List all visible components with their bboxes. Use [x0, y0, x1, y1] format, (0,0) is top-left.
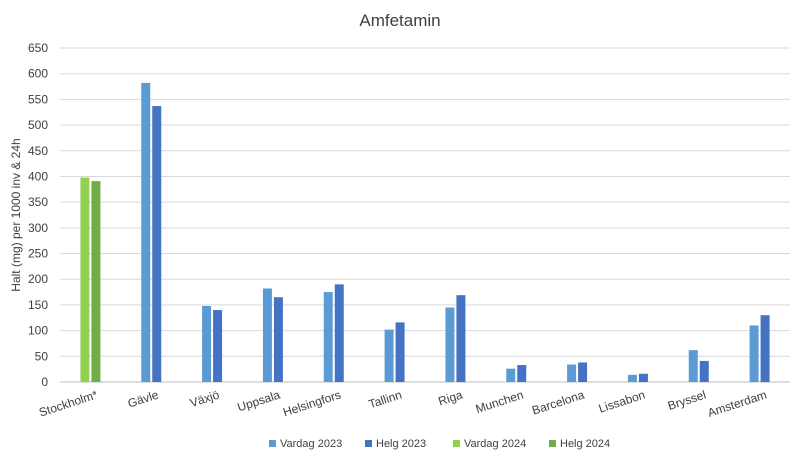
x-tick-label: Tallinn [367, 388, 404, 412]
bar [749, 325, 759, 382]
gridlines [60, 47, 790, 383]
x-tick-label: Barcelona [530, 387, 586, 417]
bar [627, 374, 637, 382]
x-tick-label: Bryssel [666, 388, 708, 413]
bar [688, 350, 698, 382]
legend-label: Vardag 2023 [280, 438, 342, 450]
y-tick-label: 400 [28, 169, 48, 183]
y-axis-ticks: 0 50 100 150 200 250 300 350 400 450 500 550 600 650 [28, 41, 48, 389]
x-tick-label: Uppsala [236, 387, 283, 414]
y-tick-label: 500 [28, 118, 48, 132]
bar [384, 329, 394, 382]
bars [80, 82, 770, 383]
legend-item: Helg 2023 [365, 438, 426, 450]
x-tick-label: Helsingfors [281, 388, 342, 420]
legend-item: Helg 2024 [549, 438, 610, 450]
y-tick-label: 550 [28, 92, 48, 106]
y-tick-label: 150 [28, 298, 48, 312]
bar [517, 365, 527, 382]
legend: Vardag 2023 Helg 2023 Vardag 2024 Helg 2024 [269, 438, 610, 450]
bar [638, 373, 648, 382]
bar [334, 284, 344, 382]
legend-label: Vardag 2024 [464, 438, 526, 450]
x-axis-ticks: Stockholm* Gävle Växjö Uppsala Helsingfors Ta… [37, 387, 768, 419]
y-tick-label: 250 [28, 247, 48, 261]
y-tick-label: 600 [28, 67, 48, 81]
bar [323, 292, 333, 382]
bar [80, 177, 90, 382]
x-tick-label: Amsterdam [706, 388, 769, 420]
bar [567, 364, 577, 382]
bar [760, 315, 770, 382]
y-tick-label: 200 [28, 272, 48, 286]
x-tick-label: Gävle [126, 387, 160, 410]
legend-swatch [549, 440, 556, 447]
bar [141, 82, 151, 383]
y-tick-label: 300 [28, 221, 48, 235]
legend-swatch [365, 440, 372, 447]
bar [456, 295, 466, 382]
legend-label: Helg 2023 [376, 438, 426, 450]
legend-item: Vardag 2024 [453, 438, 526, 450]
bar [506, 368, 516, 382]
x-tick-label: Stockholm* [37, 387, 99, 419]
y-tick-label: 650 [28, 41, 48, 55]
legend-swatch [453, 440, 460, 447]
bar [578, 362, 588, 382]
x-tick-label: Lissabon [597, 388, 647, 416]
y-tick-label: 0 [41, 375, 48, 389]
legend-swatch [269, 440, 276, 447]
bar [213, 310, 223, 382]
y-tick-label: 50 [35, 349, 49, 363]
x-tick-label: Riga [437, 387, 465, 408]
y-tick-label: 450 [28, 144, 48, 158]
bar [395, 322, 405, 382]
bar [202, 305, 212, 382]
y-tick-label: 100 [28, 324, 48, 338]
x-tick-label: Växjö [188, 387, 221, 410]
bar [699, 360, 709, 382]
bar [152, 106, 162, 383]
y-tick-label: 350 [28, 195, 48, 209]
bar [273, 297, 283, 382]
bar [445, 307, 455, 382]
y-axis-title: Halt (mg) per 1000 inv & 24h [9, 138, 23, 291]
legend-item: Vardag 2023 [269, 438, 342, 450]
chart-title: Amfetamin [359, 11, 440, 30]
x-tick-label: Munchen [474, 388, 525, 417]
legend-label: Helg 2024 [560, 438, 610, 450]
bar [262, 288, 272, 382]
bar [91, 181, 101, 382]
